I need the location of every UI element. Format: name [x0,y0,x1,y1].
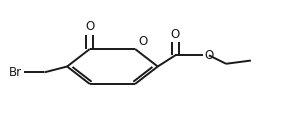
Text: O: O [139,35,148,48]
Text: O: O [171,28,180,41]
Text: Br: Br [9,66,22,79]
Text: O: O [85,20,94,33]
Text: O: O [204,49,214,62]
